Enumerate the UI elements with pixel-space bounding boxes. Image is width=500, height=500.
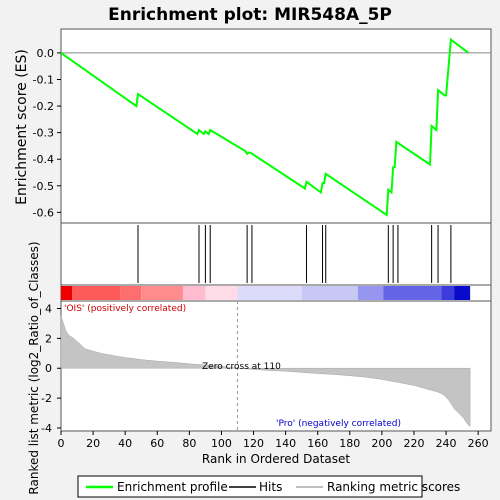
x-tick-label: 260 (468, 437, 489, 450)
es-y-tick-label: -0.5 (33, 180, 54, 193)
ranking-bar-segment (441, 286, 455, 300)
ranking-bar-segment (237, 286, 302, 300)
ranking-bar-segment (205, 286, 238, 300)
ranking-bar-segment (301, 286, 358, 300)
es-y-axis-label: Enrichment score (ES) (14, 49, 30, 205)
x-tick-label: 200 (371, 437, 392, 450)
ranking-metric-area (60, 315, 471, 428)
negative-class-label: 'Pro' (negatively correlated) (276, 419, 401, 429)
chart-title: Enrichment plot: MIR548A_5P (108, 5, 392, 25)
x-tick-label: 120 (243, 437, 264, 450)
ranking-bar-segment (61, 286, 73, 300)
es-y-tick-label: -0.2 (33, 100, 54, 113)
es-y-tick-label: -0.6 (33, 206, 54, 219)
metric-y-tick-label: 0 (45, 362, 52, 375)
x-tick-label: 20 (86, 437, 100, 450)
legend-hits-label: Hits (259, 480, 282, 494)
ranking-bar-segment (383, 286, 442, 300)
metric-y-tick-label: -4 (41, 422, 52, 435)
positive-class-label: 'OIS' (positively correlated) (64, 304, 186, 314)
metric-y-tick-label: 4 (45, 302, 52, 315)
hits-panel (60, 222, 492, 286)
x-axis-label: Rank in Ordered Dataset (202, 452, 350, 466)
es-y-tick-label: -0.4 (33, 153, 54, 166)
x-tick-label: 40 (118, 437, 132, 450)
es-y-tick-label: -0.1 (33, 73, 54, 86)
ranking-bar-segment (182, 286, 206, 300)
ranking-bar-segment (141, 286, 183, 300)
zero-cross-label: Zero cross at 110 (202, 362, 281, 372)
legend-enrichment-label: Enrichment profile (117, 480, 228, 494)
ranking-bar-segment (72, 286, 121, 300)
legend: Enrichment profile Hits Ranking metric s… (77, 475, 460, 498)
x-tick-label: 180 (339, 437, 360, 450)
x-tick-label: 240 (436, 437, 457, 450)
es-panel (60, 28, 492, 224)
ranking-bar-segment (357, 286, 384, 300)
x-tick-label: 100 (211, 437, 232, 450)
x-tick-label: 80 (182, 437, 196, 450)
metric-y-tick-label: 2 (45, 332, 52, 345)
enrichment-profile-line (60, 37, 470, 217)
x-tick-label: 60 (150, 437, 164, 450)
x-tick-label: 160 (307, 437, 328, 450)
legend-ranking-label: Ranking metric scores (327, 480, 460, 494)
metric-y-axis-label: Ranked list metric (log2_Ratio_of_Classe… (27, 241, 41, 494)
ranking-bar-segment (120, 286, 142, 300)
x-tick-label: 220 (403, 437, 424, 450)
x-tick-label: 0 (58, 437, 65, 450)
es-y-tick-label: -0.3 (33, 127, 54, 140)
ranking-bar-segment (454, 286, 471, 300)
metric-y-tick-label: -2 (41, 392, 52, 405)
x-tick-label: 140 (275, 437, 296, 450)
es-y-tick-label: 0.0 (37, 47, 55, 60)
